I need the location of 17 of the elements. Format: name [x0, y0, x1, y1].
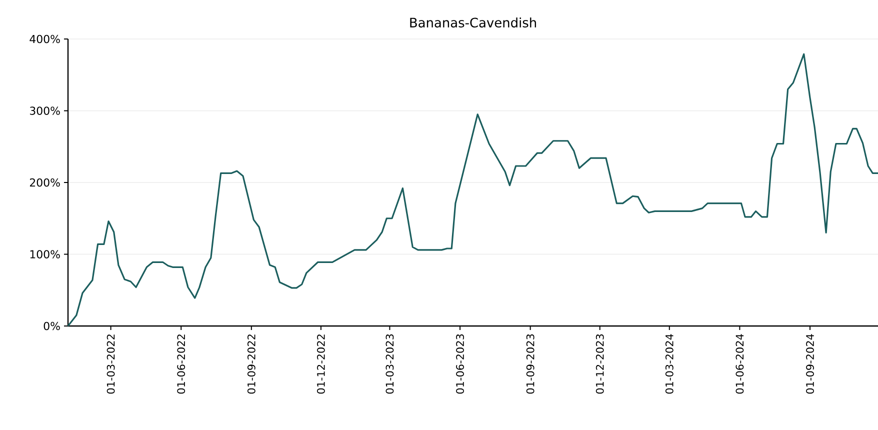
y-tick-label: 200%	[30, 178, 60, 187]
y-tick-label: 400%	[30, 34, 60, 44]
chart-title: Bananas-Cavendish	[410, 17, 536, 28]
x-tick-label: 01-09-2024	[806, 334, 814, 394]
x-tick-label: 01-03-2024	[665, 334, 674, 394]
x-tick-label: 01-06-2024	[736, 334, 744, 394]
x-tick-label: 01-09-2022	[247, 334, 256, 394]
x-tick-label: 01-06-2023	[456, 334, 464, 394]
x-tick-label: 01-12-2023	[596, 334, 604, 394]
y-tick-label: 300%	[30, 106, 60, 115]
x-tick-label: 01-03-2023	[386, 334, 394, 394]
y-tick-label: 0%	[44, 322, 60, 330]
y-tick-label: 100%	[30, 250, 60, 258]
x-tick-label: 01-12-2022	[316, 334, 325, 394]
x-tick-label: 01-03-2022	[106, 334, 115, 394]
x-tick-label: 01-09-2023	[526, 334, 534, 394]
x-tick-label: 01-06-2022	[177, 334, 186, 394]
